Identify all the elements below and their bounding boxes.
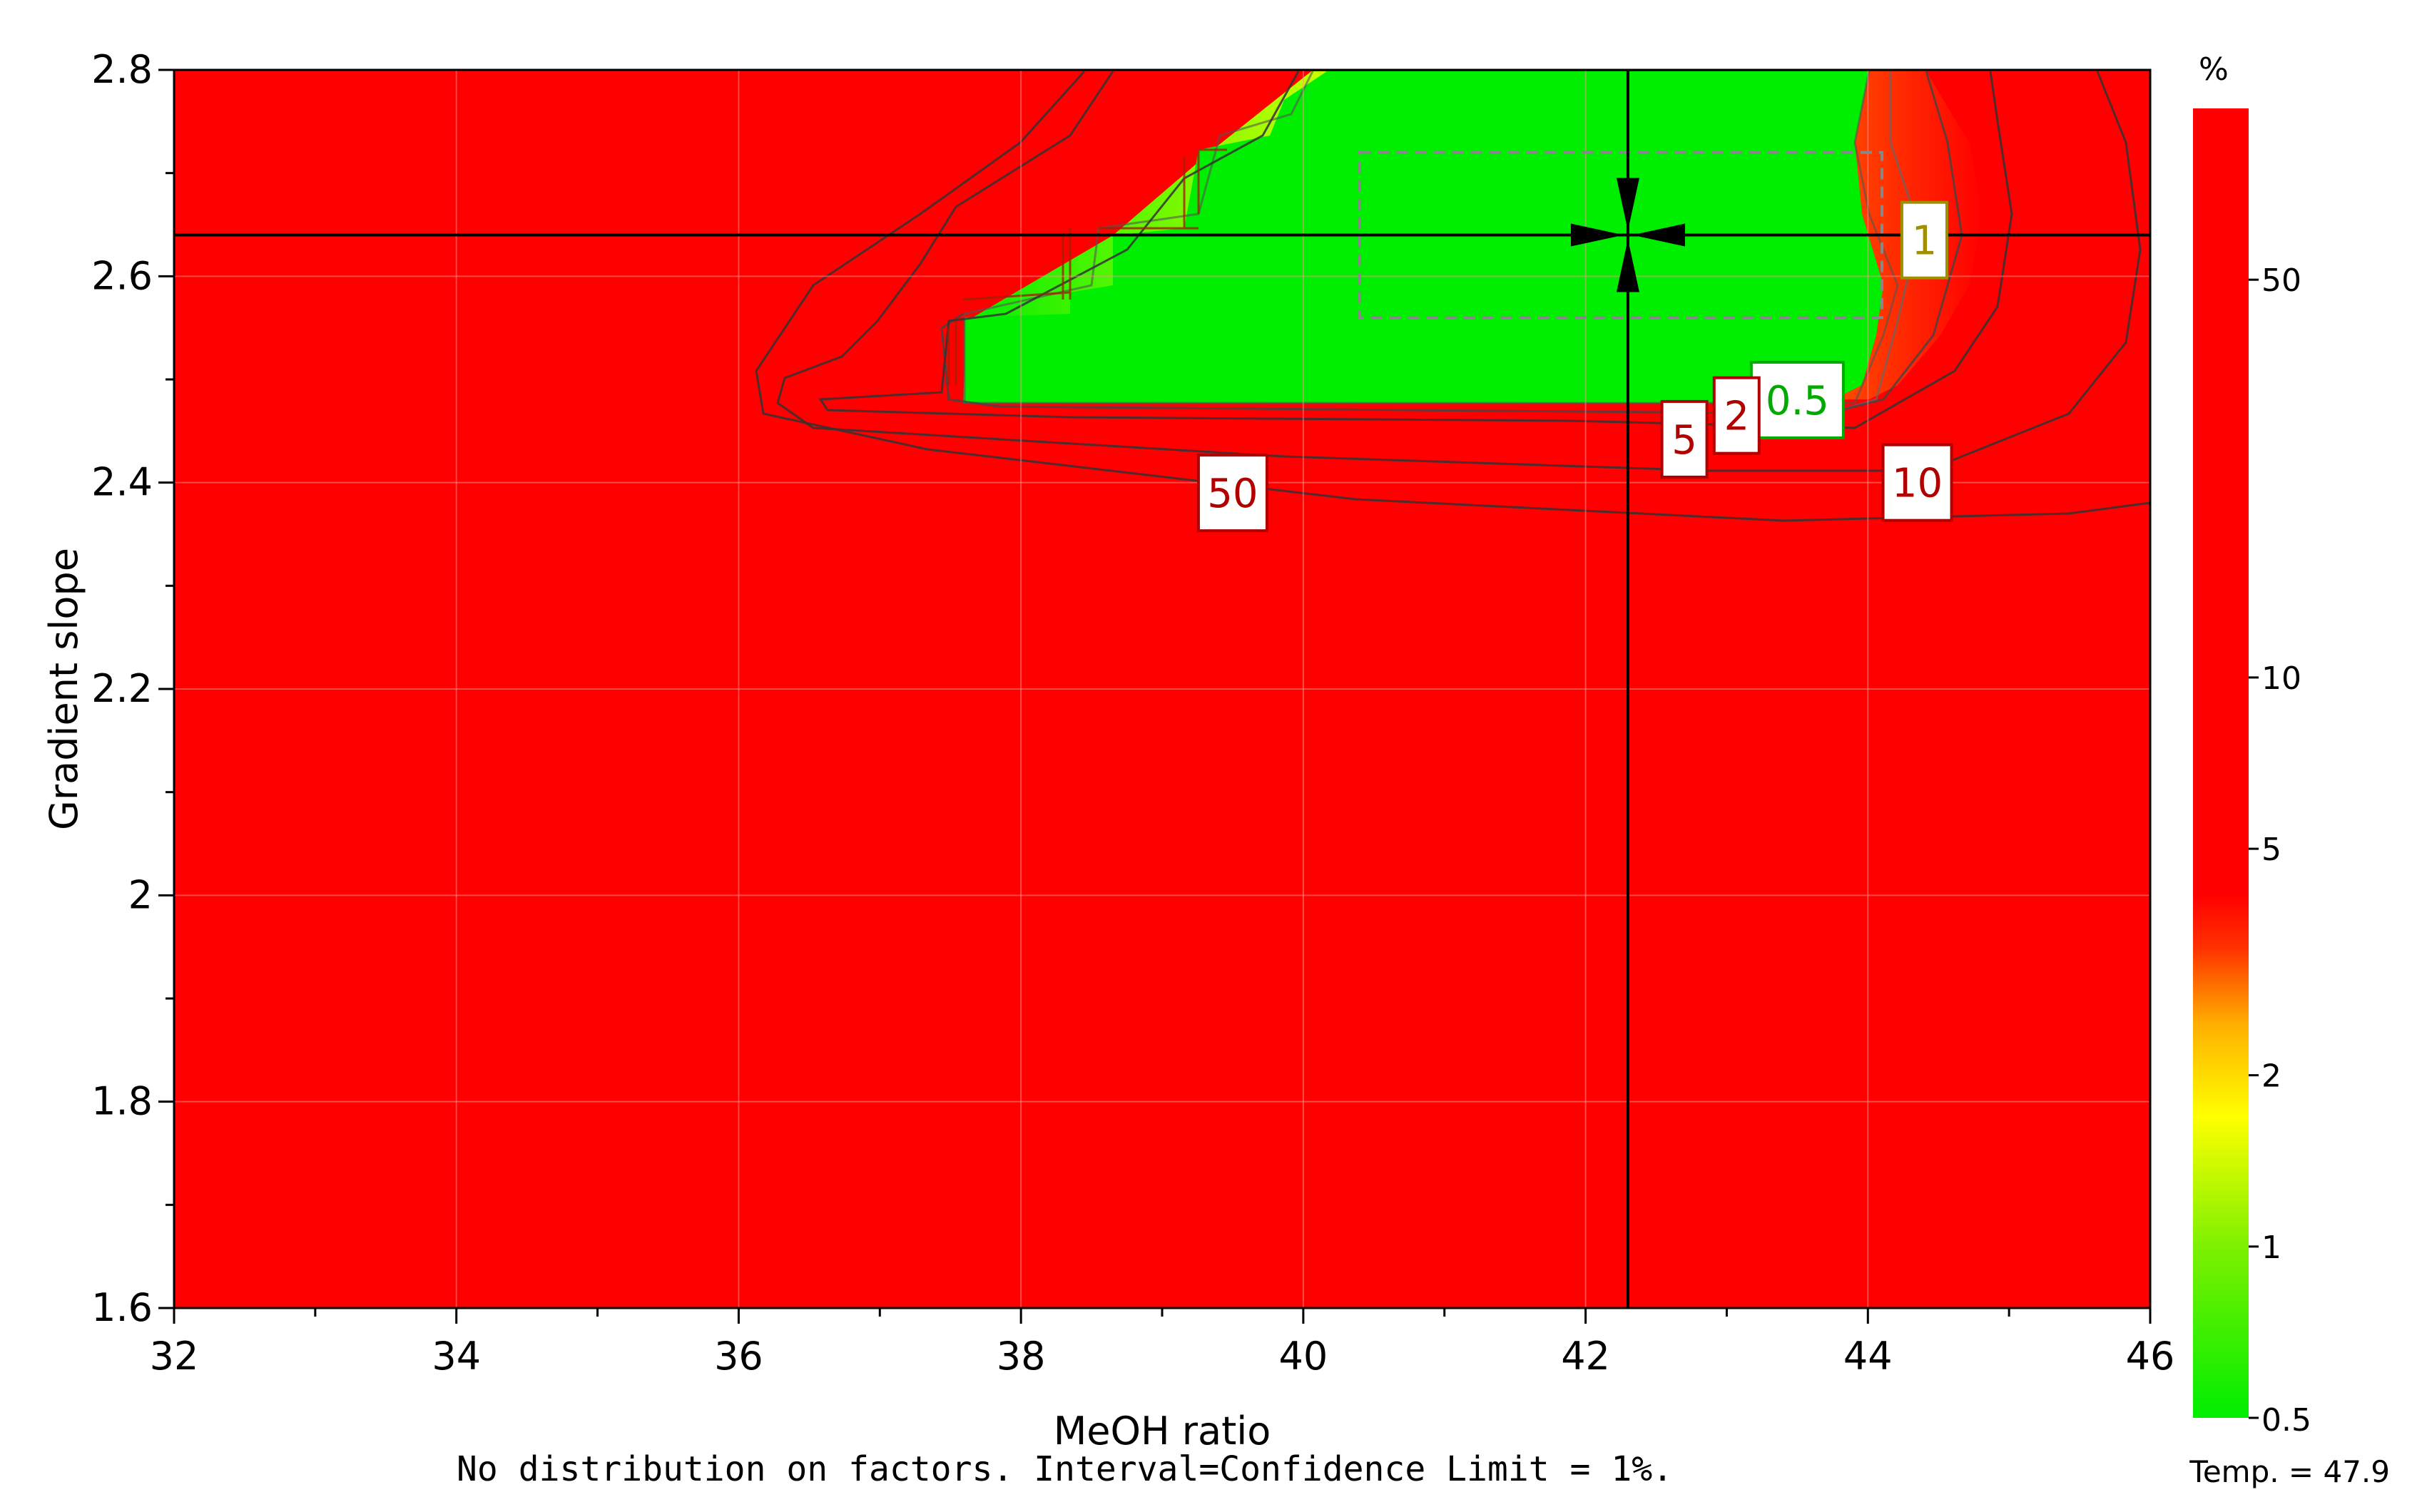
y-tick-label: 2.8 [91, 47, 153, 92]
contour-label-box [1881, 443, 1953, 522]
temperature-label: Temp. = 47.9 [2189, 1454, 2390, 1489]
contour-label-box [1900, 200, 1948, 280]
crosshair-arrow-icon [1570, 223, 1624, 247]
y-axis: 1.6 1.8 2 2.2 2.4 2.6 2.8 [91, 47, 174, 1330]
x-tick-label: 34 [432, 1334, 481, 1379]
y-tick-label: 2.2 [91, 666, 153, 711]
contour-label: 50 [1207, 471, 1258, 517]
crosshair-arrow-icon [1616, 178, 1639, 231]
contour-layers [174, 70, 2150, 1308]
x-tick-label: 38 [997, 1334, 1046, 1379]
x-tick-label: 32 [150, 1334, 199, 1379]
y-tick-label: 1.8 [91, 1079, 153, 1124]
x-tick-label: 36 [714, 1334, 763, 1379]
contour-label: 0.5 [1766, 378, 1829, 424]
grid-lines [174, 70, 2150, 1308]
x-tick-label: 44 [1843, 1334, 1893, 1379]
contour-label-box [1196, 454, 1268, 533]
colorbar-tick-label: 1 [2261, 1230, 2281, 1266]
y-tick-label: 2.6 [91, 253, 153, 298]
contour-line-50 [755, 70, 2150, 522]
x-axis: 32 34 36 38 40 42 44 46 [150, 1308, 2175, 1379]
crosshair-arrow-icon [1616, 239, 1639, 292]
sweet-spot-region [965, 71, 1883, 403]
colorbar-unit-label: % [2199, 51, 2229, 88]
x-tick-label: 42 [1561, 1334, 1610, 1379]
contour-label-box [1749, 360, 1845, 439]
colorbar-ticks: 50 10 5 2 1 0.5 [2249, 262, 2311, 1439]
contour-label-box [1660, 399, 1709, 479]
contour-label: 2 [1724, 394, 1749, 440]
contour-label-box [1712, 376, 1761, 455]
contour-label: 1 [1912, 218, 1938, 265]
contour-line-0-5 [963, 71, 1899, 404]
crosshair-arrow-icon [1632, 223, 1685, 247]
y-axis-title: Gradient slope [41, 548, 86, 830]
contour-labels: 1 0.5 25 10 50 [1196, 200, 1953, 533]
x-axis-title: MeOH ratio [1054, 1409, 1271, 1454]
y-tick-label: 2.4 [91, 460, 153, 505]
contour-label: 5 [1672, 417, 1697, 464]
contour-label: 10 [1892, 461, 1943, 507]
y-tick-label: 2 [128, 872, 153, 917]
y-tick-label: 1.6 [91, 1285, 153, 1330]
colorbar-tick-label: 10 [2261, 660, 2301, 697]
colorbar-tick-label: 50 [2261, 262, 2301, 299]
contour-steps [947, 148, 1227, 385]
crosshair-marker-icon[interactable] [1570, 178, 1685, 292]
colorbar-tick-label: 2 [2261, 1058, 2281, 1095]
footer-note: No distribution on factors. Interval=Con… [457, 1449, 1673, 1489]
contour-line-10 [776, 71, 2142, 472]
x-tick-label: 40 [1278, 1334, 1328, 1379]
colorbar-tick-label: 0.5 [2261, 1402, 2311, 1439]
colorbar [2193, 108, 2249, 1418]
x-tick-label: 46 [2126, 1334, 2175, 1379]
colorbar-tick-label: 5 [2261, 832, 2281, 868]
